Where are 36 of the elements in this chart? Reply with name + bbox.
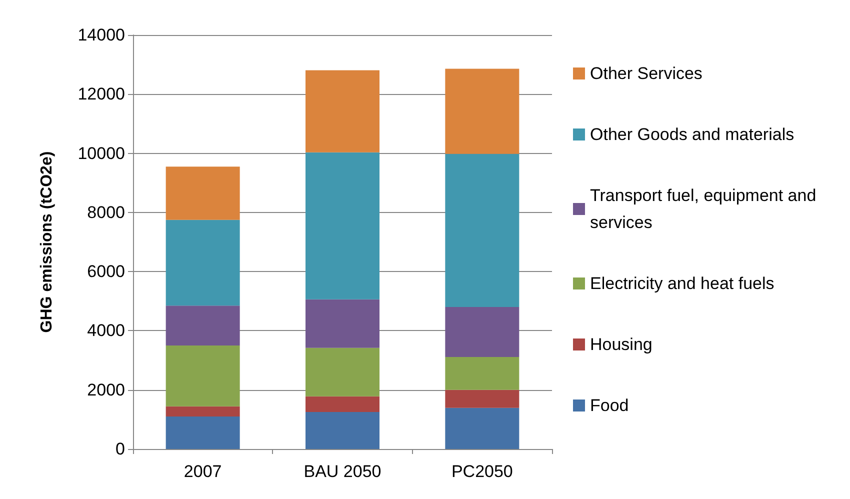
y-tick-label: 10000 (78, 144, 125, 163)
legend-label: Other Goods and materials (590, 125, 794, 144)
y-tick-label: 6000 (87, 262, 125, 282)
legend-label: Transport fuel, equipment and services (590, 186, 821, 232)
x-tick-label: 2007 (184, 462, 222, 481)
bar (306, 299, 380, 348)
y-tick-label: 0 (116, 440, 125, 458)
bar (166, 406, 240, 416)
legend-label: Food (590, 396, 629, 415)
bar (306, 348, 380, 396)
bar (166, 166, 240, 220)
y-tick-label: 2000 (87, 380, 125, 400)
bar (306, 70, 380, 152)
bar (445, 408, 520, 449)
bar (166, 306, 240, 346)
y-tick-label: 12000 (78, 84, 125, 104)
bar (306, 152, 380, 300)
bar (166, 416, 240, 449)
y-tick-label: 8000 (87, 202, 125, 222)
legend-label: Housing (590, 335, 652, 354)
x-tick-label: PC2050 (451, 462, 513, 481)
bar (306, 396, 380, 412)
y-tick-label: 4000 (87, 321, 125, 340)
legend-label: Electricity and heat fuels (590, 274, 774, 293)
bar (166, 220, 240, 306)
y-axis-title: GHG emissions (tCO2e) (38, 151, 56, 333)
bar (445, 357, 520, 390)
bar (445, 307, 520, 358)
bar (445, 154, 520, 308)
bar (306, 412, 380, 449)
bar (166, 346, 240, 406)
bar (445, 68, 520, 154)
bar (445, 390, 520, 408)
y-tick-label: 14000 (78, 26, 125, 44)
legend-label: Other Services (590, 64, 702, 83)
x-tick-label: BAU 2050 (304, 462, 382, 481)
